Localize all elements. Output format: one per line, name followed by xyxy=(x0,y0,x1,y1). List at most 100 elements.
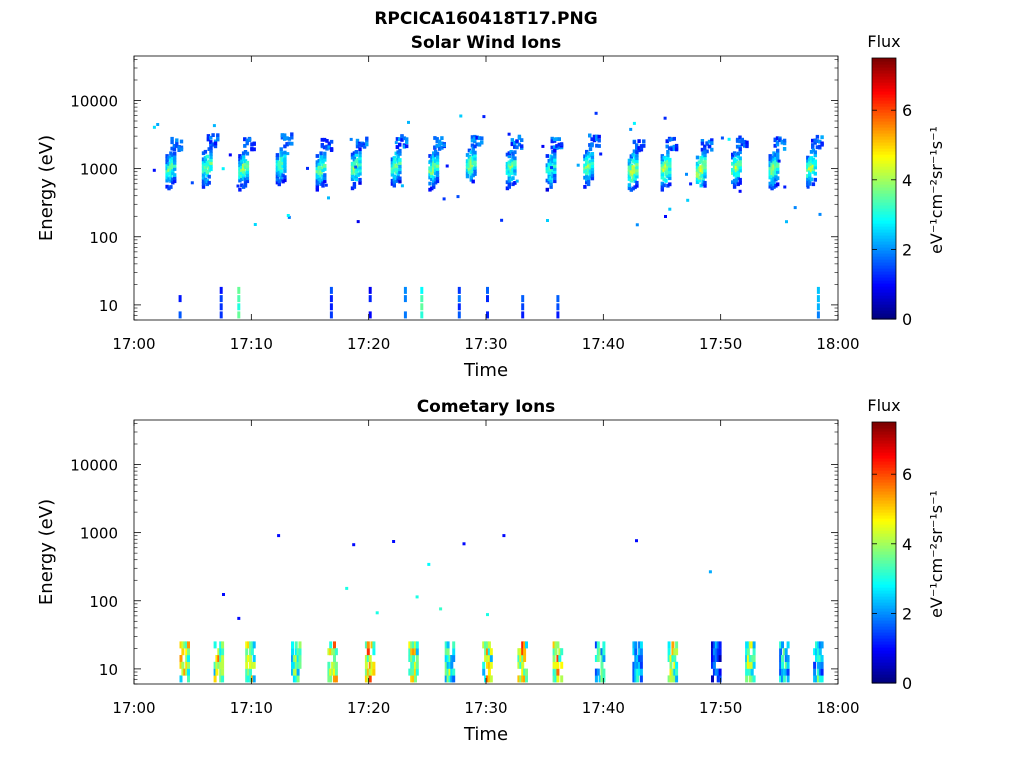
flux-pixel xyxy=(173,154,177,159)
flux-pixel xyxy=(469,162,473,167)
x-tick-label: 17:00 xyxy=(112,335,155,353)
flux-pixel xyxy=(668,164,672,168)
flux-pixel xyxy=(773,137,777,142)
flux-pixel xyxy=(392,159,396,163)
flux-pixel xyxy=(317,180,321,185)
flux-pixel xyxy=(666,156,670,160)
flux-pixel xyxy=(785,220,788,224)
flux-pixel xyxy=(432,185,436,189)
flux-pixel xyxy=(240,162,244,166)
colorbar-step xyxy=(872,67,896,71)
flux-pixel xyxy=(732,169,737,174)
flux-pixel xyxy=(241,175,246,180)
flux-pixel xyxy=(710,147,714,152)
flux-pixel xyxy=(181,641,185,649)
flux-pixel xyxy=(484,641,488,649)
flux-pixel xyxy=(285,142,289,147)
flux-pixel xyxy=(806,177,810,181)
flux-pixel xyxy=(549,160,553,165)
flux-pixel xyxy=(228,153,232,157)
flux-pixel xyxy=(629,169,633,174)
colorbar-step xyxy=(872,668,896,672)
flux-pixel xyxy=(701,179,705,183)
flux-pixel xyxy=(549,182,553,186)
flux-pixel xyxy=(432,151,436,156)
flux-pixel xyxy=(467,167,472,171)
flux-pixel xyxy=(627,177,632,181)
flux-pixel xyxy=(806,161,810,166)
flux-pixel xyxy=(420,286,424,294)
flux-pixel xyxy=(396,159,400,164)
flux-pixel xyxy=(816,286,820,294)
flux-pixel xyxy=(428,166,432,171)
flux-pixel xyxy=(372,661,376,669)
flux-pixel xyxy=(209,140,213,144)
flux-pixel xyxy=(515,139,519,144)
cometary-xlabel: Time xyxy=(463,724,508,745)
flux-pixel xyxy=(469,156,473,161)
flux-pixel xyxy=(187,641,190,649)
flux-pixel xyxy=(507,163,511,168)
flux-pixel xyxy=(171,153,175,157)
flux-pixel xyxy=(243,180,248,185)
flux-pixel xyxy=(521,675,525,683)
flux-pixel xyxy=(181,668,185,676)
flux-pixel xyxy=(185,668,189,676)
flux-pixel xyxy=(818,139,822,144)
flux-pixel xyxy=(549,157,553,162)
flux-pixel xyxy=(748,661,752,669)
flux-pixel xyxy=(513,171,517,176)
flux-pixel xyxy=(667,675,671,683)
flux-pixel xyxy=(392,162,396,166)
flux-pixel xyxy=(750,655,754,662)
flux-pixel xyxy=(327,668,331,676)
flux-pixel xyxy=(705,149,709,154)
flux-pixel xyxy=(583,154,587,159)
flux-pixel xyxy=(697,166,702,171)
flux-pixel xyxy=(358,156,362,161)
flux-pixel xyxy=(420,311,424,319)
y-tick-label: 10000 xyxy=(70,457,118,475)
flux-pixel xyxy=(668,207,672,211)
flux-pixel xyxy=(597,144,601,148)
colorbar-step xyxy=(872,91,896,95)
flux-pixel xyxy=(358,181,362,185)
flux-pixel xyxy=(465,168,470,173)
flux-pixel xyxy=(545,187,549,192)
flux-pixel xyxy=(631,159,635,163)
colorbar-step xyxy=(872,178,896,182)
flux-pixel xyxy=(816,311,820,319)
flux-pixel xyxy=(666,153,670,157)
colorbar-step xyxy=(872,271,896,275)
colorbar-step xyxy=(872,449,896,453)
flux-pixel xyxy=(738,177,742,182)
flux-pixel xyxy=(213,661,217,669)
flux-pixel xyxy=(734,159,739,163)
flux-pixel xyxy=(631,168,635,172)
flux-pixel xyxy=(249,648,252,656)
flux-pixel xyxy=(358,177,362,182)
colorbar-step xyxy=(872,644,896,648)
flux-pixel xyxy=(281,164,285,169)
flux-pixel xyxy=(806,180,810,185)
flux-pixel xyxy=(207,165,211,170)
colorbar-step xyxy=(872,223,896,227)
flux-pixel xyxy=(695,167,700,172)
flux-pixel xyxy=(776,170,780,174)
flux-pixel xyxy=(365,142,369,147)
flux-pixel xyxy=(627,161,632,166)
flux-pixel xyxy=(279,150,283,155)
colorbar-step xyxy=(872,530,896,534)
flux-pixel xyxy=(203,168,208,173)
flux-pixel xyxy=(294,661,298,669)
solar-wind-title: Solar Wind Ions xyxy=(411,33,562,53)
flux-pixel xyxy=(317,174,321,178)
flux-pixel xyxy=(317,165,321,169)
flux-pixel xyxy=(470,143,475,148)
x-tick-label: 18:00 xyxy=(816,335,859,353)
flux-pixel xyxy=(714,641,718,649)
flux-pixel xyxy=(171,159,175,163)
flux-pixel xyxy=(583,163,587,168)
flux-pixel xyxy=(287,215,291,219)
